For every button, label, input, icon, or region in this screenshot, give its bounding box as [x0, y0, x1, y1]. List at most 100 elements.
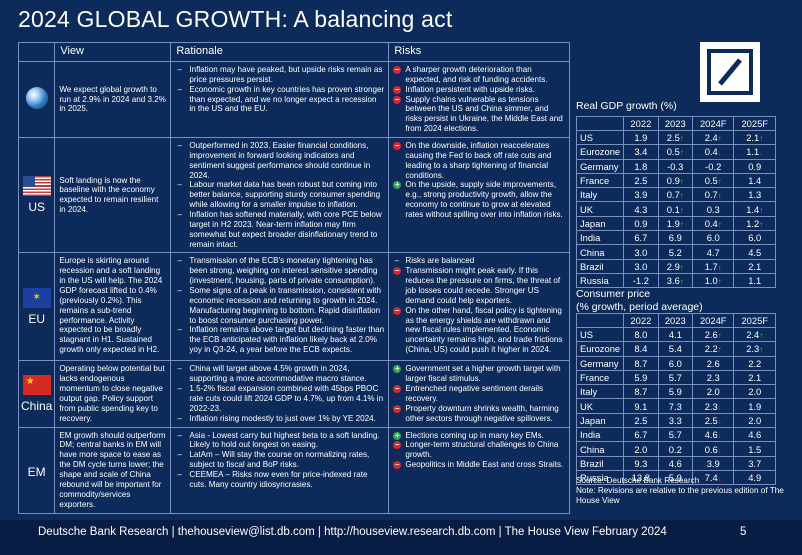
- minus-icon: –: [393, 65, 402, 74]
- side-row: India 6.7 5.7 4.6↓ 4.6: [575, 427, 776, 443]
- value-text: 3.3: [668, 414, 682, 426]
- value-text: 2.2: [704, 343, 718, 355]
- value-cell: 6.7: [623, 427, 659, 443]
- value-text: 1.1: [746, 146, 760, 158]
- value-cell: 2.3↓: [691, 398, 735, 414]
- plus-icon: +: [393, 364, 402, 374]
- value-text: 0.7: [704, 189, 718, 201]
- country-cell: Japan: [575, 215, 625, 232]
- source-text: Source: Deutsche Bank Research: [576, 476, 700, 485]
- value-cell: 1.9↑: [657, 215, 693, 232]
- country-cell: Italy: [575, 384, 625, 400]
- header-blank: [17, 42, 56, 62]
- value-cell: 4.6↓: [691, 427, 735, 443]
- arrow-up-icon: ↑: [679, 148, 684, 158]
- rationale-item: Economic growth in key countries has pro…: [175, 85, 384, 115]
- risk-text: Transmission might peak early. If this r…: [405, 266, 561, 305]
- value-cell: 2.1↑: [733, 129, 776, 146]
- country-cell: UK: [575, 201, 625, 217]
- country-cell: Eurozone: [575, 341, 625, 357]
- risk-item: – A sharper growth deterioration than exp…: [393, 65, 565, 85]
- risks-cell: – A sharper growth deterioration than exp…: [388, 60, 570, 139]
- value-text: 2.3: [704, 400, 718, 412]
- country-cell: Japan: [575, 412, 625, 429]
- value-text: 6.0: [748, 232, 762, 244]
- value-text: 2.9: [666, 260, 680, 272]
- plus-icon: +: [393, 180, 402, 190]
- value-cell: 5.9: [657, 469, 693, 486]
- country-cell: France: [575, 369, 625, 386]
- side-row: Japan 0.9 1.9↑ 0.4↑ 1.2↑: [575, 215, 776, 232]
- value-cell: 3.4: [623, 144, 659, 160]
- value-cell: 6.0: [733, 230, 776, 246]
- region-name: EM: [27, 464, 46, 479]
- value-cell: 1.4: [733, 172, 776, 189]
- source-note: Source: Deutsche Bank Research Note: Rev…: [576, 476, 802, 506]
- value-cell: 0.4↑: [691, 215, 735, 232]
- side-row: Brazil 3.0 2.9↑ 1.7↑ 2.1: [575, 258, 776, 274]
- dash-marker: –: [394, 256, 399, 266]
- rationale-item: Inflation remains above target but decli…: [175, 325, 384, 355]
- value-cell: 2.5: [623, 412, 659, 429]
- risk-item: – Geopolitics in Middle East and cross St…: [393, 460, 565, 470]
- value-cell: 1.1↓: [733, 144, 776, 160]
- risk-text: Longer-term structural challenges to Chi…: [405, 440, 559, 460]
- rationale-cell: Inflation may have peaked, but upside ri…: [170, 60, 390, 139]
- rationale-item: Asia - Lowest carry but highest beta to …: [175, 431, 384, 451]
- cpi-title-line1: Consumer price: [576, 288, 651, 300]
- value-text: 1.5: [748, 443, 762, 455]
- rationale-cell: Transmission of the ECB's monetary tight…: [170, 252, 390, 362]
- value-cell: 6.0: [657, 355, 693, 371]
- value-text: 3.6: [666, 275, 680, 287]
- value-cell: 0.3: [691, 201, 735, 217]
- value-cell: 4.5: [733, 244, 776, 260]
- risk-item: – Transmission might peak early. If this …: [393, 266, 565, 305]
- arrow-up-icon: ↑: [679, 219, 684, 229]
- value-cell: 0.9↑: [657, 172, 693, 189]
- value-text: 2.0: [748, 386, 762, 398]
- side-row: France 5.9 5.7 2.3 2.1: [575, 369, 776, 386]
- value-text: 4.1: [668, 329, 682, 341]
- value-text: -0.2: [705, 160, 722, 172]
- value-cell: 1.9: [733, 398, 776, 414]
- minus-icon: –: [393, 305, 402, 315]
- value-cell: 7.3: [657, 398, 693, 414]
- value-cell: 3.3: [657, 412, 693, 429]
- cpi-title: Consumer price (% growth, period average): [576, 288, 703, 314]
- risks-cell: – Risks are balanced – Transmission might p…: [388, 252, 570, 362]
- risk-text: Entrenched negative sentiment derails re…: [405, 384, 544, 404]
- side-row: Russia -1.2 3.6↑ 1.0↑ 1.1: [575, 272, 776, 289]
- side-header-cell: 2025F: [733, 116, 776, 131]
- arrow-down-icon: ↓: [717, 402, 722, 412]
- side-header-cell: [575, 313, 625, 328]
- value-text: 2.0: [748, 414, 762, 426]
- value-cell: 1.0↑: [691, 272, 735, 289]
- arrow-up-icon: ↑: [717, 191, 722, 201]
- value-cell: 8.7: [623, 384, 659, 400]
- rationale-item: 1.5-2% fiscal expansion combined with 45…: [175, 384, 384, 414]
- arrow-up-icon: ↑: [759, 219, 764, 229]
- value-text: 1.9: [666, 217, 680, 229]
- side-row: Eurozone 3.4 0.5↑ 0.4↓ 1.1↓: [575, 144, 776, 160]
- arrow-up-icon: ↑: [717, 331, 722, 341]
- minus-icon: –: [393, 141, 402, 151]
- value-text: 0.5: [704, 175, 718, 187]
- risk-item: + On the upside, supply side improvements…: [393, 180, 565, 219]
- header-rationale: Rationale: [170, 42, 390, 62]
- table-row: ★ China Operating below potential but lack…: [17, 360, 570, 428]
- risk-item: + Government set a higher growth target w…: [393, 364, 565, 384]
- value-cell: 2.1: [733, 369, 776, 386]
- country-cell: Eurozone: [575, 144, 625, 160]
- value-cell: 2.4↑: [691, 129, 735, 146]
- minus-icon: –: [393, 440, 402, 450]
- value-cell: 2.3: [691, 369, 735, 386]
- value-text: 5.9: [668, 386, 682, 398]
- note-text: Note: Revisions are relative to the prev…: [576, 486, 784, 505]
- value-cell: 1.7↑: [691, 258, 735, 274]
- rationale-item: Inflation rising modestly to just over 1…: [175, 414, 384, 424]
- value-text: 5.7: [668, 372, 682, 384]
- value-text: 0.4: [704, 146, 718, 158]
- risk-text: Risks are balanced: [405, 256, 475, 266]
- arrow-down-icon: ↓: [717, 148, 722, 158]
- value-text: 1.3: [748, 189, 762, 201]
